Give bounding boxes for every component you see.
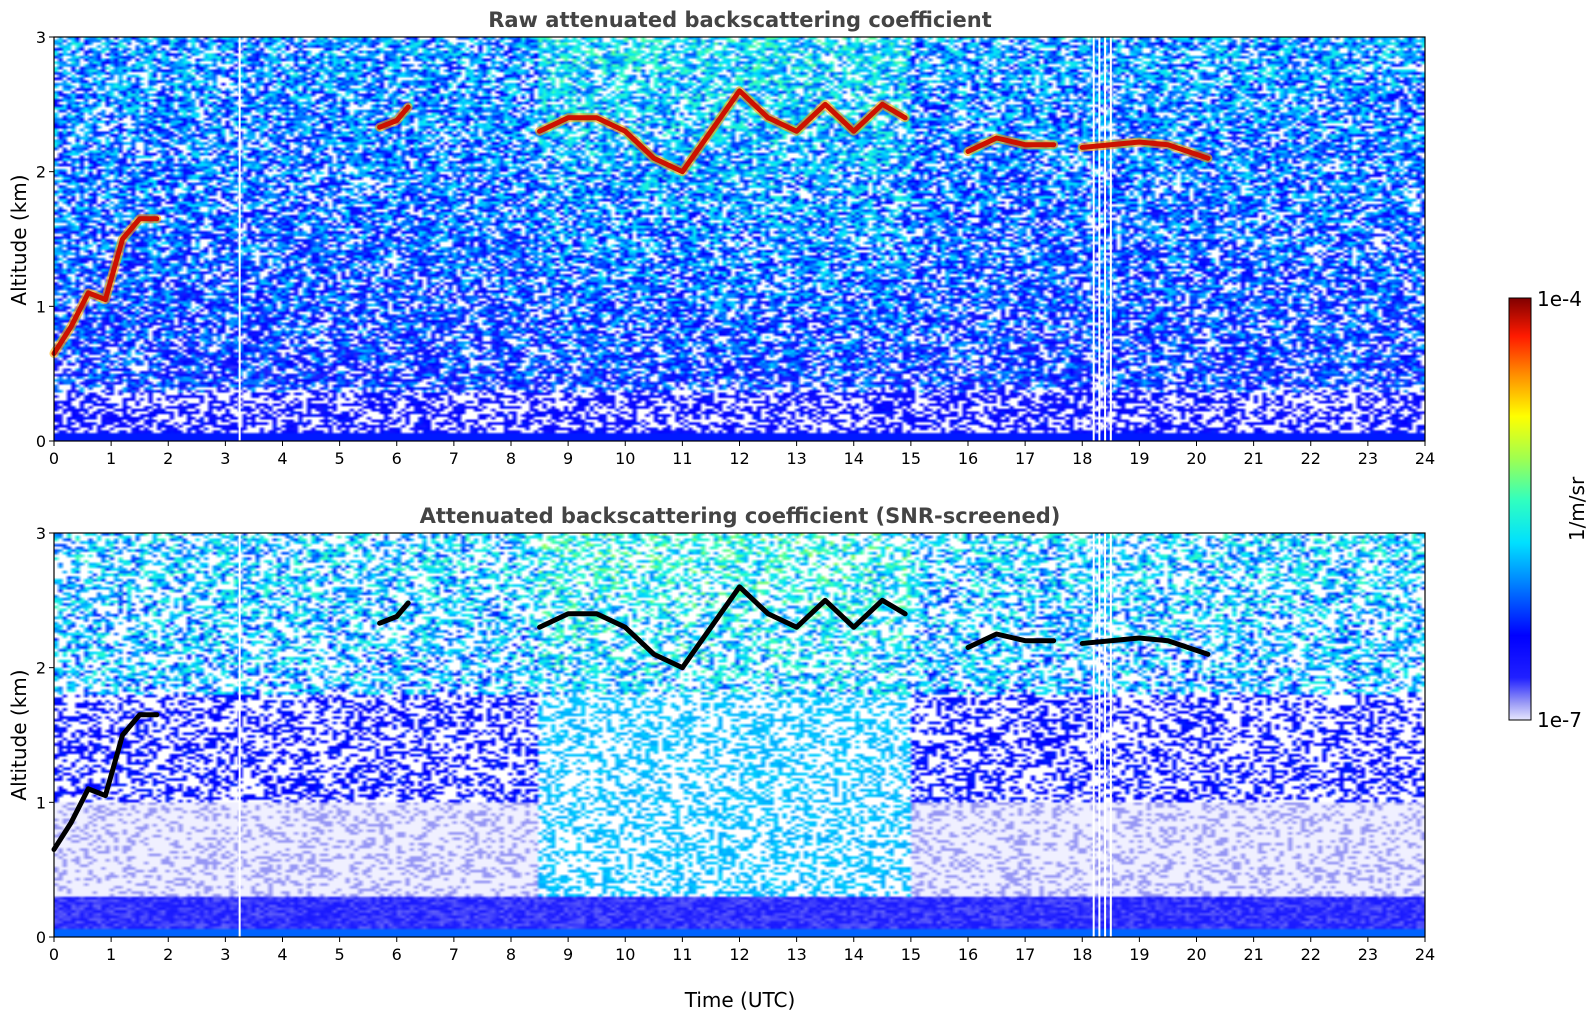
y-tick-label: 1 — [36, 297, 46, 316]
colorbar-min-label: 1e-7 — [1537, 708, 1582, 732]
x-tick-label: 15 — [901, 945, 921, 964]
x-tick-label: 11 — [672, 449, 692, 468]
x-tick-label: 0 — [49, 945, 59, 964]
x-tick-label: 20 — [1186, 945, 1206, 964]
x-tick-label: 7 — [449, 449, 459, 468]
cloud-layer — [537, 584, 908, 671]
panel1-plot: 0 1 2 3 4 5 6 7 8 9 10 11 12 13 14 15 16 17 18 19 20 21 22 23 24… — [36, 28, 1435, 468]
x-tick-label: 20 — [1186, 449, 1206, 468]
x-tick-label: 8 — [506, 449, 516, 468]
y-tick-label: 0 — [36, 432, 46, 451]
x-tick-label: 18 — [1072, 945, 1092, 964]
backscatter-field — [54, 37, 1425, 441]
x-tick-label: 15 — [901, 449, 921, 468]
x-tick-label: 3 — [220, 449, 230, 468]
x-tick-label: 6 — [392, 945, 402, 964]
x-tick-label: 7 — [449, 945, 459, 964]
x-tick-label: 3 — [220, 945, 230, 964]
x-tick-label: 16 — [958, 449, 978, 468]
x-tick-label: 0 — [49, 449, 59, 468]
x-tick-label: 1 — [106, 449, 116, 468]
y-tick-label: 3 — [36, 28, 46, 47]
cloud-layer — [51, 712, 160, 852]
x-tick-label: 19 — [1129, 449, 1149, 468]
x-tick-label: 1 — [106, 945, 116, 964]
x-tick-label: 13 — [786, 945, 806, 964]
x-tick-label: 9 — [563, 449, 573, 468]
y-tick-label: 1 — [36, 793, 46, 812]
cloud-layer — [1079, 139, 1211, 161]
cloud-layer — [537, 88, 908, 175]
x-tick-label: 6 — [392, 449, 402, 468]
cloud-layer — [965, 631, 1057, 650]
x-tick-label: 23 — [1358, 945, 1378, 964]
x-tick-label: 12 — [729, 945, 749, 964]
cloud-layer — [51, 216, 160, 356]
x-tick-label: 5 — [335, 449, 345, 468]
panel1-ylabel: Altitude (km) — [7, 174, 31, 305]
x-tick-label: 21 — [1243, 945, 1263, 964]
x-tick-label: 10 — [615, 449, 635, 468]
colorbar-max-label: 1e-4 — [1537, 287, 1582, 311]
x-tick-label: 5 — [335, 945, 345, 964]
x-tick-label: 13 — [786, 449, 806, 468]
colorbar — [1508, 297, 1532, 721]
y-tick-label: 2 — [36, 659, 46, 678]
cloud-layer — [377, 104, 411, 130]
x-tick-label: 22 — [1301, 945, 1321, 964]
y-tick-label: 2 — [36, 163, 46, 182]
x-tick-label: 19 — [1129, 945, 1149, 964]
x-tick-label: 16 — [958, 945, 978, 964]
colorbar-unit-label: 1/m/sr — [1565, 476, 1589, 541]
x-tick-label: 17 — [1015, 449, 1035, 468]
y-tick-label: 3 — [36, 524, 46, 543]
x-tick-label: 14 — [844, 449, 864, 468]
x-tick-label: 9 — [563, 945, 573, 964]
x-tick-label: 18 — [1072, 449, 1092, 468]
panel1-title: Raw attenuated backscattering coefficien… — [488, 8, 992, 32]
x-tick-label: 4 — [277, 945, 287, 964]
panel2-xlabel: Time (UTC) — [684, 988, 796, 1012]
panel2-title: Attenuated backscattering coefficient (S… — [420, 504, 1061, 528]
x-tick-label: 10 — [615, 945, 635, 964]
cloud-layer — [965, 135, 1057, 154]
x-tick-label: 21 — [1243, 449, 1263, 468]
x-tick-label: 2 — [163, 449, 173, 468]
x-tick-label: 22 — [1301, 449, 1321, 468]
x-tick-label: 12 — [729, 449, 749, 468]
backscatter-field — [54, 533, 1425, 937]
y-tick-label: 0 — [36, 928, 46, 947]
cloud-layer — [1079, 635, 1211, 657]
x-tick-label: 24 — [1415, 945, 1435, 964]
x-tick-label: 23 — [1358, 449, 1378, 468]
panel2-ylabel: Altitude (km) — [7, 669, 31, 800]
x-tick-label: 2 — [163, 945, 173, 964]
panel2-plot: 0 1 2 3 4 5 6 7 8 9 10 11 12 13 14 15 16 17 18 19 20 21 22 23 24… — [36, 524, 1435, 964]
x-tick-label: 4 — [277, 449, 287, 468]
x-tick-label: 14 — [844, 945, 864, 964]
x-tick-label: 11 — [672, 945, 692, 964]
x-tick-label: 8 — [506, 945, 516, 964]
x-tick-label: 17 — [1015, 945, 1035, 964]
cloud-layer — [377, 600, 411, 626]
x-tick-label: 24 — [1415, 449, 1435, 468]
